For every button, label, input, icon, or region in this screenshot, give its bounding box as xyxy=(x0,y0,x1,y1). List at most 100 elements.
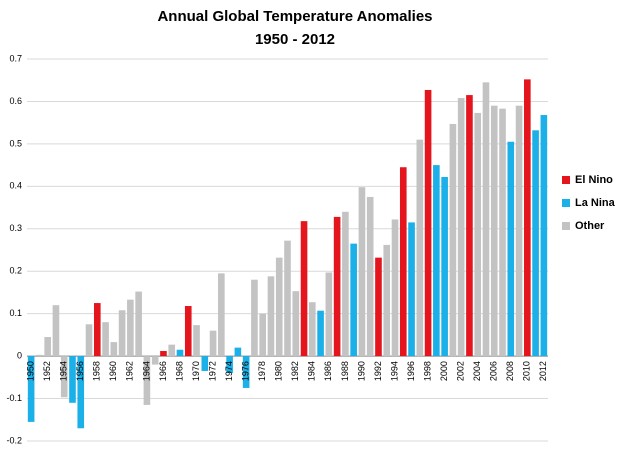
bar xyxy=(36,354,43,357)
y-tick-label: -0.2 xyxy=(6,435,22,445)
x-tick-label: 1980 xyxy=(274,361,284,381)
bar xyxy=(127,299,134,357)
x-tick-label: 1974 xyxy=(224,361,234,381)
bar xyxy=(416,139,424,357)
legend-text: El Nino xyxy=(575,174,613,186)
x-tick-label: 1958 xyxy=(92,361,102,381)
bar xyxy=(399,167,407,357)
x-tick-label: 1966 xyxy=(158,361,168,381)
bar xyxy=(242,356,250,388)
bar xyxy=(168,344,176,357)
bar xyxy=(102,322,109,357)
bar xyxy=(466,95,473,357)
x-tick-label: 1994 xyxy=(389,361,399,381)
x-tick-label: 1978 xyxy=(257,361,267,381)
y-tick-label: 0 xyxy=(17,350,22,360)
bar xyxy=(259,313,266,357)
bar xyxy=(27,356,35,422)
bar xyxy=(342,211,349,357)
bar xyxy=(408,222,415,357)
bar xyxy=(474,112,482,357)
bar xyxy=(507,141,515,357)
x-tick-label: 1976 xyxy=(241,361,251,381)
y-tick-label: 0.6 xyxy=(9,96,22,106)
bar xyxy=(383,244,391,357)
bar xyxy=(482,82,490,357)
y-tick-label: 0.5 xyxy=(9,138,22,148)
x-tick-label: 1998 xyxy=(422,361,432,381)
bar xyxy=(309,302,316,357)
bar xyxy=(490,105,498,357)
y-tick-label: 0.4 xyxy=(9,181,22,191)
x-tick-label: 1960 xyxy=(108,361,118,381)
y-tick-label: -0.1 xyxy=(6,393,22,403)
bar xyxy=(110,342,118,357)
bar xyxy=(176,349,184,357)
bar xyxy=(226,356,233,374)
bar xyxy=(275,257,283,357)
x-tick-label: 1996 xyxy=(406,361,416,381)
x-tick-label: 1952 xyxy=(42,361,52,381)
bar xyxy=(44,337,51,357)
bar xyxy=(77,356,85,429)
bar xyxy=(325,272,333,357)
legend-swatch xyxy=(562,199,570,207)
x-tick-label: 1972 xyxy=(207,361,217,381)
bar xyxy=(234,347,242,357)
bar xyxy=(366,196,374,357)
x-tick-label: 1970 xyxy=(191,361,201,381)
y-tick-label: 0.1 xyxy=(9,308,22,318)
x-tick-label: 2006 xyxy=(489,361,499,381)
x-tick-label: 1962 xyxy=(125,361,135,381)
x-tick-label: 1968 xyxy=(174,361,184,381)
x-tick-label: 2002 xyxy=(456,361,466,381)
bar xyxy=(118,310,126,357)
bar xyxy=(375,257,382,357)
bar xyxy=(151,356,159,365)
bar xyxy=(424,89,432,357)
bar xyxy=(449,123,457,357)
x-tick-label: 1984 xyxy=(307,361,317,381)
x-tick-label: 2012 xyxy=(538,361,548,381)
bar xyxy=(292,291,300,357)
bar xyxy=(52,305,60,357)
bar xyxy=(93,303,101,357)
x-tick-label: 1992 xyxy=(373,361,383,381)
bar xyxy=(433,165,440,357)
x-tick-label: 1954 xyxy=(59,361,69,381)
bar xyxy=(540,115,548,357)
bar xyxy=(267,276,275,357)
bar xyxy=(499,108,506,357)
bar xyxy=(69,356,76,403)
bar xyxy=(350,243,357,357)
y-tick-label: 0.3 xyxy=(9,223,22,233)
x-tick-label: 1988 xyxy=(340,361,350,381)
bar xyxy=(160,351,167,357)
bar xyxy=(251,279,258,357)
bar xyxy=(135,291,142,357)
bar xyxy=(143,356,151,405)
y-tick-label: 0.2 xyxy=(9,266,22,276)
bar xyxy=(317,310,324,357)
bar xyxy=(218,273,225,357)
bar xyxy=(284,240,291,357)
x-tick-label: 2010 xyxy=(522,361,532,381)
x-tick-label: 1982 xyxy=(290,361,300,381)
x-tick-label: 1956 xyxy=(75,361,85,381)
bar xyxy=(201,356,209,371)
x-tick-label: 1964 xyxy=(141,361,151,381)
legend-swatch xyxy=(562,222,570,230)
x-tick-label: 2000 xyxy=(439,361,449,381)
bar xyxy=(60,356,68,398)
x-tick-label: 2004 xyxy=(472,361,482,381)
bar xyxy=(184,306,192,357)
bar xyxy=(193,325,200,357)
x-tick-label: 1990 xyxy=(356,361,366,381)
chart-subtitle: 1950 - 2012 xyxy=(255,31,335,48)
chart-title: Annual Global Temperature Anomalies xyxy=(157,8,432,25)
bar xyxy=(457,98,465,357)
bar xyxy=(358,187,366,357)
bar xyxy=(524,79,531,357)
